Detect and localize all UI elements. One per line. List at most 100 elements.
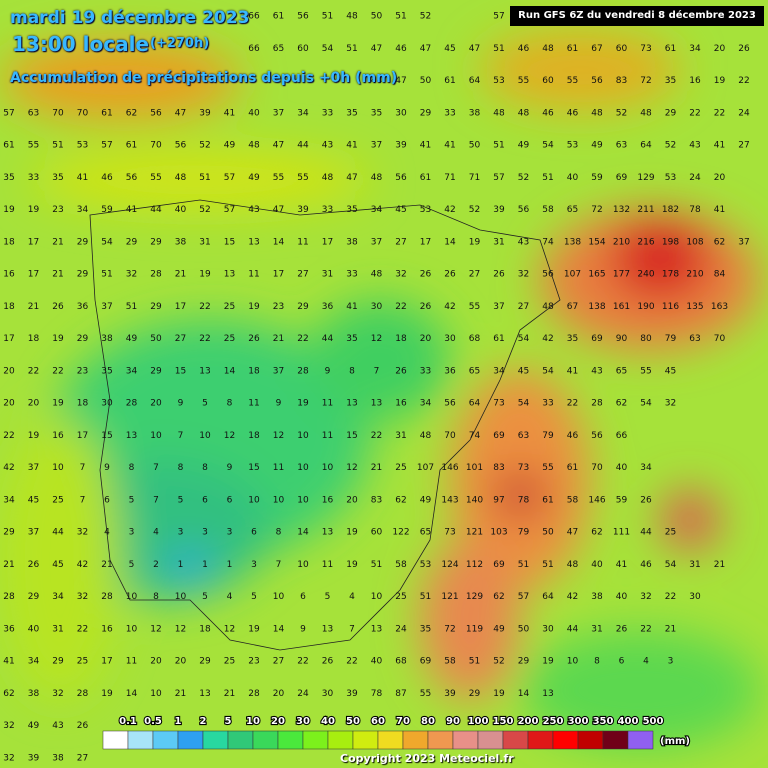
grid-value: 22	[395, 302, 406, 312]
grid-value: 29	[28, 592, 40, 602]
grid-value: 20	[714, 173, 726, 183]
grid-value: 54	[518, 399, 530, 409]
grid-value: 5	[129, 560, 135, 570]
grid-value: 41	[346, 141, 357, 151]
grid-value: 17	[28, 270, 39, 280]
grid-value: 19	[714, 76, 726, 86]
grid-value: 33	[444, 108, 455, 118]
grid-value: 61	[567, 44, 578, 54]
grid-value: 26	[420, 270, 432, 280]
grid-value: 47	[273, 141, 284, 151]
legend-swatch	[502, 730, 529, 750]
grid-value: 50	[371, 12, 383, 22]
legend-label: 50	[346, 716, 360, 727]
grid-value: 18	[28, 334, 40, 344]
subtitle: Accumulation de précipitations depuis +0…	[10, 70, 398, 86]
grid-value: 6	[251, 528, 257, 538]
grid-value: 41	[77, 173, 88, 183]
legend-swatch	[552, 730, 579, 750]
grid-value: 21	[224, 689, 235, 699]
grid-value: 8	[227, 399, 233, 409]
grid-value: 63	[518, 431, 529, 441]
grid-value: 132	[613, 205, 630, 215]
grid-value: 16	[101, 624, 113, 634]
grid-value: 30	[689, 592, 701, 602]
grid-value: 26	[493, 270, 505, 280]
grid-value: 34	[420, 399, 432, 409]
grid-value: 19	[28, 205, 40, 215]
grid-value: 57	[493, 12, 504, 22]
legend-label: 200	[518, 716, 539, 727]
grid-value: 39	[199, 108, 211, 118]
grid-value: 48	[420, 431, 432, 441]
grid-value: 40	[616, 463, 628, 473]
grid-value: 161	[613, 302, 630, 312]
grid-value: 44	[640, 528, 652, 538]
grid-value: 29	[150, 366, 162, 376]
grid-value: 15	[101, 431, 112, 441]
grid-value: 56	[591, 431, 603, 441]
grid-value: 17	[273, 270, 284, 280]
grid-value: 27	[518, 302, 529, 312]
grid-value: 34	[28, 657, 40, 667]
grid-value: 22	[199, 302, 210, 312]
grid-value: 34	[371, 205, 383, 215]
grid-value: 24	[395, 624, 407, 634]
grid-value: 32	[77, 592, 88, 602]
grid-value: 54	[640, 399, 652, 409]
legend-label: 0.1	[119, 716, 137, 727]
grid-value: 28	[150, 270, 162, 280]
grid-value: 22	[28, 366, 39, 376]
grid-value: 37	[371, 237, 382, 247]
grid-value: 45	[665, 366, 676, 376]
grid-value: 177	[613, 270, 630, 280]
grid-value: 31	[52, 624, 63, 634]
grid-value: 83	[616, 76, 627, 86]
grid-value: 72	[591, 205, 602, 215]
legend-label: 5	[225, 716, 232, 727]
grid-value: 19	[3, 205, 15, 215]
grid-value: 14	[444, 237, 456, 247]
grid-value: 10	[567, 657, 579, 667]
grid-value: 57	[224, 173, 235, 183]
grid-value: 10	[52, 463, 64, 473]
legend-label: 350	[593, 716, 614, 727]
grid-value: 121	[441, 592, 458, 602]
grid-value: 10	[248, 495, 260, 505]
grid-value: 38	[346, 237, 358, 247]
grid-value: 52	[518, 173, 529, 183]
grid-value: 51	[542, 173, 553, 183]
grid-value: 10	[322, 463, 334, 473]
grid-value: 61	[444, 76, 455, 86]
grid-value: 72	[444, 624, 455, 634]
grid-value: 64	[469, 399, 481, 409]
grid-value: 163	[711, 302, 728, 312]
grid-value: 66	[248, 12, 260, 22]
grid-value: 22	[199, 334, 210, 344]
legend-label: 300	[568, 716, 589, 727]
copyright: Copyright 2023 Meteociel.fr	[340, 752, 514, 765]
grid-value: 83	[493, 463, 504, 473]
grid-value: 21	[52, 237, 63, 247]
grid-value: 73	[518, 463, 529, 473]
grid-value: 58	[567, 495, 579, 505]
grid-value: 51	[371, 560, 382, 570]
grid-value: 48	[248, 141, 260, 151]
legend-swatch	[402, 730, 429, 750]
grid-value: 10	[126, 592, 138, 602]
grid-value: 9	[300, 624, 306, 634]
grid-value: 19	[199, 270, 211, 280]
grid-value: 1	[202, 560, 208, 570]
grid-value: 58	[395, 560, 407, 570]
grid-value: 23	[248, 657, 259, 667]
grid-value: 38	[52, 754, 64, 764]
grid-value: 48	[371, 270, 383, 280]
grid-value: 41	[420, 141, 431, 151]
grid-value: 56	[150, 108, 162, 118]
grid-value: 32	[3, 754, 14, 764]
grid-value: 21	[28, 302, 39, 312]
grid-value: 20	[3, 399, 15, 409]
grid-value: 28	[101, 592, 113, 602]
grid-value: 87	[395, 689, 406, 699]
